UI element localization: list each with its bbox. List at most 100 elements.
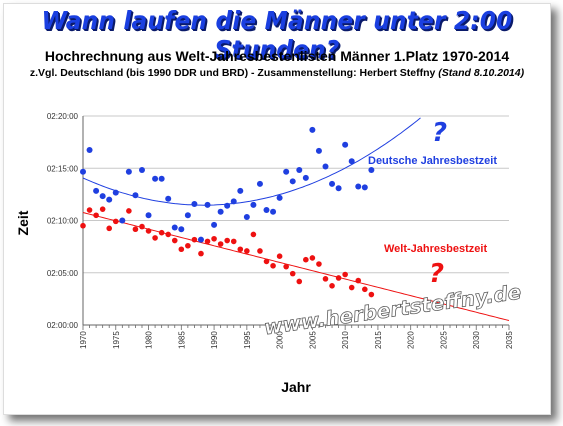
- german-data-point: [309, 126, 316, 133]
- german-data-point: [145, 212, 152, 219]
- german-data-point: [184, 212, 191, 219]
- world-data-point: [342, 271, 348, 278]
- x-tick-label: 1995: [243, 331, 252, 349]
- chart-card: Wann laufen die Männer unter 2:00 Stunde…: [3, 3, 551, 415]
- german-data-point: [80, 168, 86, 175]
- world-data-point: [139, 223, 145, 230]
- world-data-point: [276, 253, 283, 260]
- world-data-point: [217, 241, 224, 247]
- german-data-point: [270, 208, 277, 215]
- german-data-point: [224, 202, 231, 209]
- world-data-point: [257, 248, 263, 254]
- world-data-point: [165, 231, 171, 238]
- german-data-point: [342, 141, 349, 148]
- y-tick-label: 02:00:00: [47, 321, 79, 330]
- world-data-point: [185, 242, 191, 249]
- world-data-point: [296, 278, 303, 285]
- y-tick-label: 02:15:00: [47, 164, 79, 173]
- german-data-point: [112, 189, 119, 196]
- world-data-point: [368, 291, 375, 298]
- world-data-point: [99, 206, 106, 212]
- german-data-point: [355, 183, 362, 190]
- world-data-point: [126, 208, 132, 214]
- german-data-point: [171, 224, 178, 231]
- german-data-point: [211, 221, 218, 228]
- world-data-point: [250, 231, 257, 238]
- world-data-point: [362, 286, 368, 293]
- x-tick-label: 2025: [439, 331, 448, 349]
- german-data-point: [283, 168, 290, 175]
- german-data-point: [348, 158, 355, 165]
- y-tick-label: 02:20:00: [47, 112, 79, 121]
- world-data-point: [224, 237, 230, 244]
- world-data-point: [106, 225, 113, 232]
- german-data-point: [315, 147, 322, 154]
- german-data-point: [138, 166, 145, 173]
- german-data-point: [335, 185, 342, 192]
- world-series-label: Welt-Jahresbestzeit: [384, 243, 487, 255]
- world-data-point: [244, 248, 250, 254]
- world-data-point: [191, 236, 198, 243]
- world-data-point: [309, 255, 316, 261]
- x-tick-label: 2020: [407, 331, 416, 349]
- german-data-point: [263, 207, 270, 214]
- german-data-point: [93, 187, 100, 194]
- german-data-point: [178, 226, 185, 233]
- chart-note: z.Vgl. Deutschland (bis 1990 DDR und BRD…: [4, 67, 550, 79]
- x-tick-label: 2005: [308, 331, 317, 349]
- x-tick-label: 2015: [374, 331, 383, 349]
- german-data-point: [230, 198, 237, 205]
- world-data-point: [132, 226, 139, 233]
- german-data-point: [165, 195, 172, 202]
- german-trend-line: [82, 117, 421, 206]
- x-tick-label: 1970: [79, 331, 88, 349]
- y-axis-title: Zeit: [15, 210, 31, 235]
- x-tick-label: 1990: [210, 331, 219, 349]
- german-data-point: [106, 196, 113, 203]
- german-data-point: [361, 184, 368, 191]
- german-data-point: [197, 236, 204, 243]
- x-tick-label: 1975: [112, 331, 121, 349]
- german-data-point: [368, 166, 375, 173]
- world-data-point: [283, 263, 289, 270]
- world-data-point: [211, 235, 217, 242]
- world-data-point: [86, 207, 93, 213]
- world-data-point: [335, 275, 342, 281]
- german-data-point: [152, 175, 159, 182]
- scatter-chart: 02:00:00 02:05:00 02:10:00 02:15:00 02:20:00…: [15, 112, 523, 395]
- german-data-point: [119, 217, 126, 224]
- world-data-point: [263, 258, 270, 265]
- y-tick-label: 02:10:00: [47, 217, 79, 226]
- x-tick-label: 2000: [276, 331, 285, 349]
- note-text: z.Vgl. Deutschland (bis 1990 DDR und BRD…: [29, 67, 436, 79]
- data-points: [80, 126, 375, 298]
- german-data-point: [322, 163, 329, 170]
- world-data-point: [237, 246, 244, 253]
- world-data-point: [355, 277, 362, 284]
- y-tick-label: 02:05:00: [47, 269, 79, 278]
- world-trend-line: [82, 212, 510, 321]
- x-axis-title: Jahr: [281, 379, 311, 395]
- x-tick-label: 1980: [145, 331, 154, 349]
- world-data-point: [204, 238, 211, 245]
- world-data-point: [80, 222, 86, 229]
- world-data-point: [178, 246, 185, 253]
- german-data-point: [243, 214, 250, 221]
- trend-lines: [82, 117, 510, 321]
- german-data-point: [250, 201, 257, 208]
- german-data-point: [256, 180, 263, 187]
- german-data-point: [125, 168, 132, 175]
- world-data-point: [171, 237, 178, 244]
- world-data-point: [152, 235, 158, 241]
- world-data-point: [145, 228, 152, 234]
- german-data-point: [289, 178, 296, 185]
- german-data-point: [237, 187, 244, 194]
- german-data-point: [191, 200, 198, 207]
- world-question-mark: ?: [429, 259, 444, 289]
- x-tick-label: 1985: [177, 331, 186, 349]
- x-tick-label: 2010: [341, 331, 350, 349]
- headline: Wann laufen die Männer unter 2:00 Stunde…: [41, 6, 513, 64]
- x-tick-label: 2035: [505, 331, 514, 349]
- world-data-point: [112, 218, 119, 225]
- world-data-point: [329, 283, 335, 289]
